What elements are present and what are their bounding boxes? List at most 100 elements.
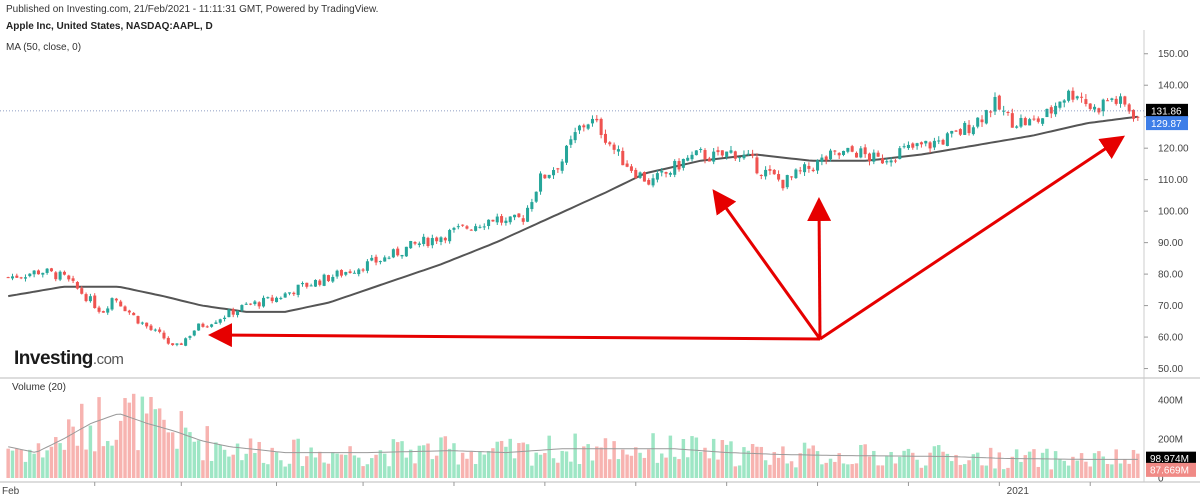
- candle-body: [84, 294, 88, 302]
- volume-bar: [590, 460, 595, 478]
- volume-bar: [1131, 449, 1136, 478]
- volume-bar: [815, 451, 820, 478]
- candle-body: [612, 144, 616, 150]
- candle-body: [893, 160, 897, 162]
- candle-body: [426, 237, 430, 247]
- volume-bar: [685, 457, 690, 478]
- axes-group: 150.00140.00130.00120.00110.00100.0090.0…: [0, 49, 1196, 496]
- candle-body: [54, 272, 58, 280]
- volume-bar: [248, 438, 253, 478]
- volume-bar: [525, 444, 530, 478]
- candle-body: [231, 309, 235, 315]
- volume-bar: [127, 402, 132, 478]
- volume-bar: [504, 446, 508, 478]
- candle-body: [205, 326, 209, 328]
- volume-bar: [300, 466, 305, 478]
- candle-body: [6, 277, 10, 279]
- candle-body: [249, 303, 253, 305]
- candle-body: [171, 343, 175, 346]
- volume-bar: [1101, 456, 1105, 478]
- volume-bar: [707, 458, 712, 478]
- candle-body: [954, 130, 958, 132]
- candle-body: [192, 330, 196, 336]
- candle-body: [253, 301, 257, 305]
- volume-tick-label: 200M: [1158, 434, 1183, 445]
- volume-bar: [287, 463, 292, 478]
- candle-body: [93, 295, 97, 309]
- volume-bar: [763, 460, 768, 478]
- candle-body: [772, 169, 776, 175]
- candle-body: [352, 272, 356, 274]
- volume-bar: [577, 464, 582, 478]
- volume-bar: [919, 467, 924, 478]
- volume-bar: [499, 440, 504, 478]
- candle-body: [300, 283, 304, 285]
- volume-bar: [629, 455, 634, 478]
- price-tick-label: 90.00: [1158, 238, 1183, 249]
- volume-bar: [993, 468, 997, 478]
- volume-bar: [1084, 461, 1088, 478]
- volume-bar: [391, 439, 396, 478]
- candle-body: [616, 149, 620, 152]
- candle-body: [642, 172, 646, 182]
- volume-bar: [400, 441, 404, 478]
- volume-bar: [370, 458, 374, 478]
- candle-body: [149, 325, 153, 330]
- candle-body: [513, 214, 517, 218]
- volume-bar: [859, 444, 863, 478]
- volume-bar: [465, 458, 469, 478]
- volume-bar: [603, 438, 608, 478]
- candle-body: [950, 130, 954, 134]
- volume-bar: [586, 444, 590, 478]
- volume-bar: [153, 409, 158, 478]
- volume-bar: [105, 441, 110, 478]
- volume-bar: [772, 452, 776, 478]
- candle-body: [158, 329, 162, 332]
- volume-bar: [1097, 451, 1101, 478]
- candle-body: [590, 118, 594, 124]
- candle-body: [573, 132, 577, 141]
- candle-body: [114, 298, 118, 301]
- candle-body: [690, 154, 694, 160]
- volume-bar: [460, 452, 465, 478]
- candle-body: [664, 172, 668, 174]
- volume-bar: [759, 446, 764, 478]
- volume-bar: [205, 426, 209, 478]
- volume-bar: [413, 463, 417, 478]
- candle-body: [58, 271, 62, 280]
- candle-body: [396, 248, 400, 256]
- volume-bar: [651, 433, 655, 478]
- candle-body: [49, 268, 53, 272]
- candle-body: [1015, 126, 1019, 128]
- volume-bar: [547, 435, 551, 478]
- last-price-tag: 131.86: [1151, 106, 1182, 117]
- candle-body: [1071, 90, 1075, 100]
- candle-body: [543, 174, 547, 179]
- candle-body: [794, 169, 798, 179]
- volume-bar: [491, 448, 495, 478]
- candle-body: [262, 297, 266, 307]
- volume-bar: [941, 451, 945, 478]
- volume-bar: [932, 446, 937, 478]
- volume-bar: [742, 447, 746, 478]
- candle-body: [1101, 99, 1105, 112]
- candle-body: [1136, 116, 1140, 118]
- volume-bar: [62, 449, 67, 478]
- volume-bar: [192, 441, 197, 478]
- candle-body: [898, 148, 902, 159]
- volume-bar: [222, 449, 227, 478]
- candle-body: [75, 282, 79, 289]
- time-tick-label: 2021: [1007, 486, 1030, 496]
- candle-body: [781, 179, 785, 189]
- volume-bar: [543, 453, 547, 478]
- candle-body: [850, 146, 854, 152]
- candle-body: [36, 270, 40, 275]
- candle-body: [699, 149, 703, 151]
- volume-bar: [703, 447, 707, 478]
- candle-body: [1080, 96, 1084, 98]
- volume-bar: [23, 461, 28, 478]
- volume-bar: [664, 457, 668, 478]
- candle-body: [391, 249, 395, 258]
- volume-bar: [166, 432, 171, 478]
- candle-body: [811, 169, 815, 172]
